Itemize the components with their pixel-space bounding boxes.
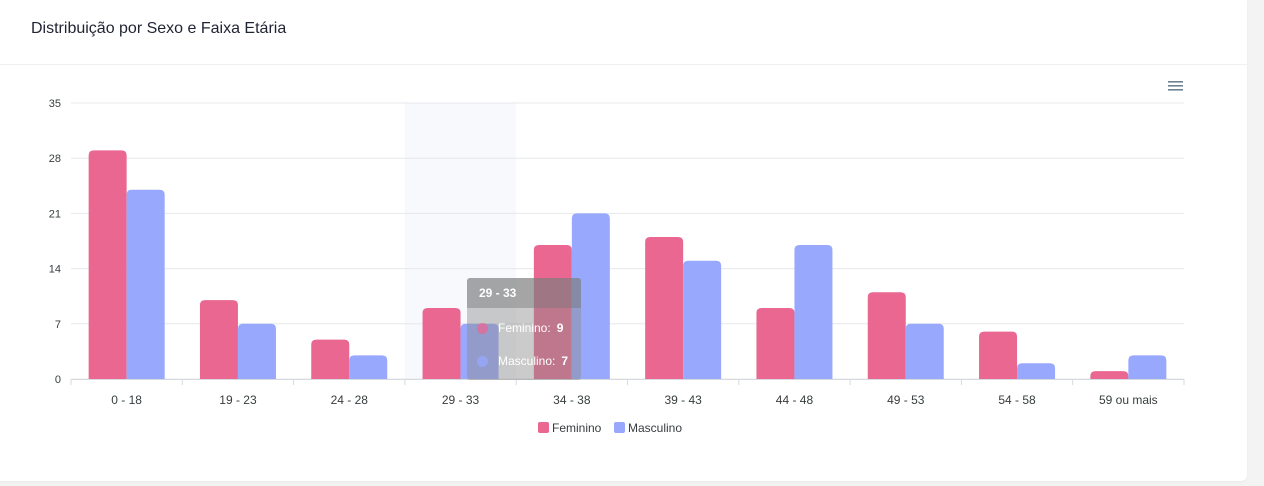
bar-masculino (794, 244, 833, 379)
x-tick-label: 0 - 18 (111, 393, 142, 407)
bar-feminino (88, 150, 127, 379)
tooltip-value: 9 (556, 321, 564, 335)
x-tick-label: 34 - 38 (553, 393, 591, 407)
bar-feminino (422, 308, 461, 379)
bar-feminino (979, 331, 1018, 379)
chart-tooltip: 29 - 33 Feminino: 9 Masculino: 7 (467, 278, 581, 380)
y-tick-label: 7 (55, 319, 61, 331)
card-header: Distribuição por Sexo e Faixa Etária (0, 0, 1247, 65)
x-tick-label: 29 - 33 (442, 393, 480, 407)
bar-feminino (867, 292, 906, 379)
x-tick-label: 39 - 43 (664, 393, 702, 407)
y-tick-label: 0 (55, 374, 61, 386)
tooltip-row-masculino: Masculino: 7 (477, 353, 568, 369)
bar-masculino (126, 189, 165, 379)
tooltip-dot-masculino (477, 355, 488, 367)
x-tick-label: 59 ou mais (1099, 393, 1158, 407)
legend-marker-masculino (614, 422, 625, 433)
tooltip-dot-feminino (477, 322, 488, 334)
legend-marker-feminino (538, 422, 549, 433)
bar-masculino (237, 323, 276, 379)
bar-masculino (1017, 363, 1056, 379)
bar-chart: 0 7 14 21 28 35 0 - 18 19 - 23 24 - 28 29 - 33 34 … (49, 98, 1185, 435)
bar-feminino (311, 339, 350, 379)
bar-feminino (199, 300, 238, 379)
legend-label-masculino: Masculino (628, 421, 682, 435)
y-tick-label: 35 (49, 98, 61, 110)
bar-masculino (1128, 355, 1167, 379)
tooltip-row-feminino: Feminino: 9 (477, 320, 563, 336)
y-tick-label: 28 (49, 153, 61, 165)
bar-masculino (683, 260, 722, 379)
x-tick-label: 54 - 58 (998, 393, 1036, 407)
x-tick-label: 24 - 28 (331, 393, 369, 407)
tooltip-label: Masculino: (498, 354, 556, 368)
x-tick-label: 44 - 48 (776, 393, 814, 407)
tooltip-title: 29 - 33 (467, 278, 581, 308)
hamburger-menu-icon[interactable] (1166, 78, 1186, 94)
bar-masculino (460, 323, 499, 379)
bar-feminino (1090, 371, 1129, 379)
legend-label-feminino: Feminino (552, 421, 602, 435)
bar-masculino (571, 213, 610, 379)
x-tick-label: 19 - 23 (219, 393, 257, 407)
chart-card: Distribuição por Sexo e Faixa Etária 0 7 1… (0, 0, 1247, 481)
bar-masculino (349, 355, 388, 379)
bar-feminino (645, 237, 684, 379)
bar-masculino (905, 323, 944, 379)
tooltip-label: Feminino: (498, 321, 551, 335)
bar-feminino (756, 308, 795, 379)
y-tick-label: 21 (49, 208, 61, 220)
x-tick-label: 49 - 53 (887, 393, 925, 407)
y-tick-label: 14 (49, 264, 61, 276)
tooltip-value: 7 (561, 354, 569, 368)
bar-feminino (533, 244, 572, 379)
chart-title: Distribuição por Sexo e Faixa Etária (31, 20, 287, 37)
